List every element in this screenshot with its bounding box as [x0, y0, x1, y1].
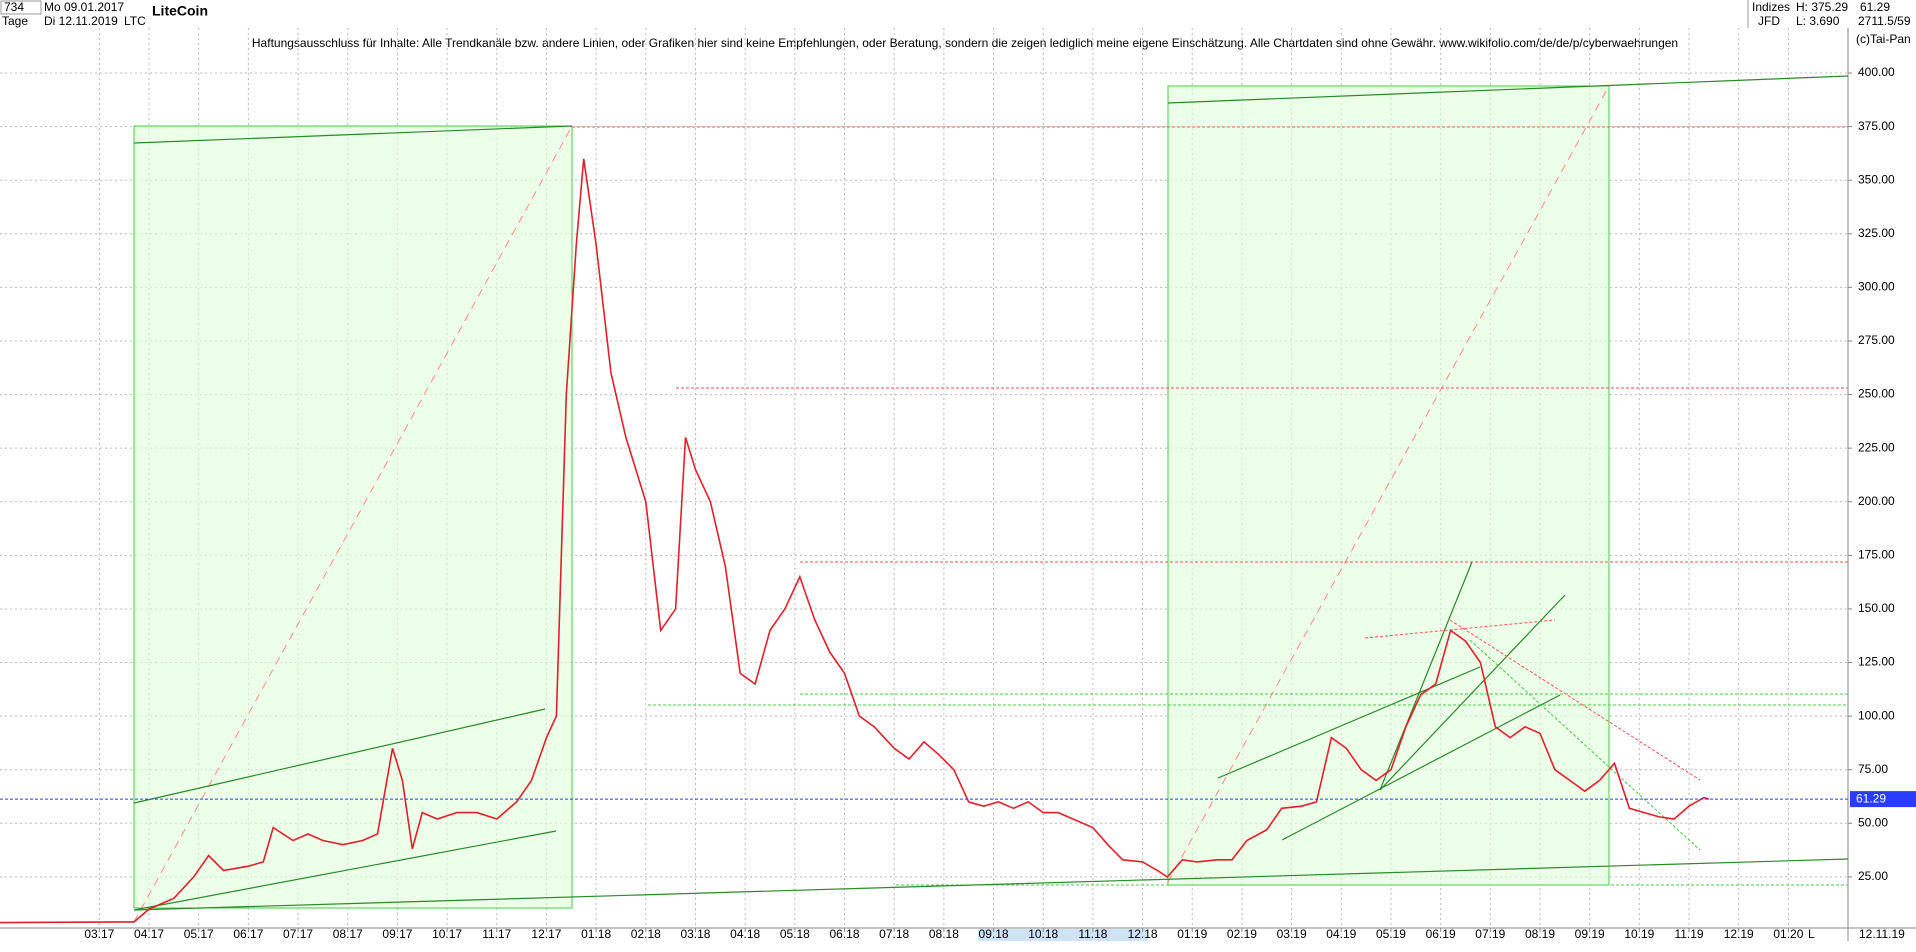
x-tick-label: 04.18: [730, 927, 760, 941]
y-tick-label: 175.00: [1858, 548, 1895, 562]
x-tick-label: 05.17: [184, 927, 214, 941]
x-tick-label: 08.18: [929, 927, 959, 941]
trend-line: [1217, 666, 1481, 779]
y-tick-label: 225.00: [1858, 440, 1895, 454]
x-tick-label: 08.17: [333, 927, 363, 941]
trend-line: [133, 858, 1849, 911]
trend-line: [1379, 561, 1473, 791]
end-date: Di 12.11.2019: [44, 14, 118, 28]
scale-mode[interactable]: L: [1808, 927, 1815, 941]
x-tick-label: 11.19: [1674, 927, 1703, 941]
trend-line: [1281, 694, 1561, 841]
trend-line: [133, 830, 557, 911]
y-tick-label: 250.00: [1858, 387, 1895, 401]
instrument-name: LiteCoin: [152, 3, 208, 19]
x-tick-label: 10.19: [1624, 927, 1654, 941]
trend-line: [1449, 619, 1701, 781]
x-tick-label: 08.19: [1525, 927, 1555, 941]
x-tick-label: 11.18: [1078, 927, 1107, 941]
y-tick-label: 75.00: [1858, 762, 1888, 776]
copyright: (c)Tai-Pan: [1856, 32, 1911, 46]
y-tick-label: 100.00: [1858, 708, 1895, 722]
x-tick-label: 03.18: [680, 927, 710, 941]
x-tick-label: 09.18: [979, 927, 1009, 941]
low: L: 3.690: [1796, 14, 1840, 28]
high: H: 375.29: [1796, 0, 1848, 14]
start-date: Mo 09.01.2017: [44, 0, 124, 14]
x-tick-label: 06.19: [1426, 927, 1456, 941]
count: 734: [4, 0, 24, 14]
trend-line: [133, 125, 573, 144]
group: Indizes: [1752, 0, 1790, 14]
trend-line: [1364, 619, 1556, 639]
x-range-highlight: [978, 929, 1148, 941]
y-tick-label: 375.00: [1858, 119, 1895, 133]
y-tick-label: 275.00: [1858, 333, 1895, 347]
trend-line: [133, 708, 546, 804]
x-tick-label: 01.20: [1773, 927, 1803, 941]
x-tick-label: 06.17: [233, 927, 263, 941]
x-tick-label: 07.19: [1475, 927, 1505, 941]
x-tick-label: 05.19: [1376, 927, 1406, 941]
y-tick-label: 325.00: [1858, 226, 1895, 240]
x-tick-label: 12.18: [1128, 927, 1158, 941]
last-price: 61.29: [1860, 0, 1890, 14]
trend-line: [1469, 639, 1701, 851]
x-tick-label: 12.19: [1724, 927, 1754, 941]
x-tick-label: 07.17: [283, 927, 313, 941]
x-tick-label: 10.18: [1028, 927, 1058, 941]
trend-line: [1167, 85, 1610, 883]
disclaimer: Haftungsausschluss für Inhalte: Alle Tre…: [252, 36, 1678, 50]
box: [133, 125, 573, 909]
trend-line: [1167, 75, 1849, 104]
x-tick-label: 10.17: [432, 927, 462, 941]
x-tick-label: 05.18: [780, 927, 810, 941]
info: 2711.5/59: [1858, 14, 1911, 28]
x-tick-label: 01.18: [581, 927, 611, 941]
x-tick-label: 11.17: [482, 927, 511, 941]
drawings: [133, 75, 1849, 923]
x-tick-label: 06.18: [830, 927, 860, 941]
y-tick-label: 125.00: [1858, 655, 1895, 669]
y-tick-label: 350.00: [1858, 172, 1895, 186]
y-tick-label: 150.00: [1858, 601, 1895, 615]
x-tick-label: 03.19: [1277, 927, 1307, 941]
x-tick-label: 02.18: [631, 927, 661, 941]
x-tick-label: 09.17: [382, 927, 412, 941]
y-tick-label: 200.00: [1858, 494, 1895, 508]
y-tick-label: 25.00: [1858, 869, 1888, 883]
y-tick-label: 400.00: [1858, 65, 1895, 79]
x-tick-label: 09.19: [1575, 927, 1605, 941]
x-tick-label: 01.19: [1177, 927, 1207, 941]
symbol: LTC: [124, 14, 146, 28]
source: JFD: [1758, 14, 1780, 28]
count-box[interactable]: [0, 0, 42, 15]
price-line: [0, 158, 1710, 924]
x-tick-label: 02.19: [1227, 927, 1257, 941]
trend-line: [1379, 594, 1566, 791]
x-tick-label: 03.17: [84, 927, 114, 941]
last-value-box: [1850, 791, 1916, 808]
x-tick-label: 12.17: [531, 927, 561, 941]
date-label: 12.11.19: [1859, 927, 1905, 941]
header-bar: [0, 0, 1916, 28]
x-tick-label: 04.19: [1326, 927, 1356, 941]
x-tick-label: 07.18: [879, 927, 909, 941]
y-tick-label: 300.00: [1858, 280, 1895, 294]
last-value-label: 61.29: [1856, 791, 1886, 805]
x-tick-label: 04.17: [134, 927, 164, 941]
period[interactable]: Tage: [2, 14, 28, 28]
y-tick-label: 50.00: [1858, 815, 1888, 829]
trend-line: [133, 125, 573, 923]
